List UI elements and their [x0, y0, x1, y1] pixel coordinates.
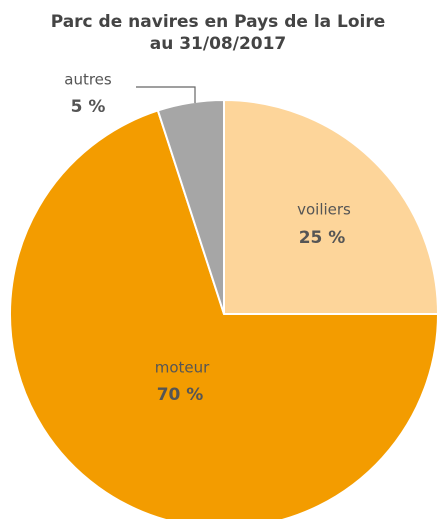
pie-slice	[9, 109, 437, 519]
slice-value: 5 %	[71, 97, 106, 117]
leader-line	[136, 86, 196, 103]
pie-slice	[156, 98, 225, 315]
slice-name: autres	[64, 71, 112, 89]
chart-title: Parc de navires en Pays de la Loire	[51, 12, 386, 32]
slice-value: 70 %	[157, 385, 204, 405]
slice-name: moteur	[155, 359, 210, 377]
pie-slice	[223, 98, 437, 315]
slice-name: voiliers	[297, 201, 351, 219]
chart-subtitle: au 31/08/2017	[150, 34, 287, 54]
slice-value: 25 %	[299, 228, 346, 248]
